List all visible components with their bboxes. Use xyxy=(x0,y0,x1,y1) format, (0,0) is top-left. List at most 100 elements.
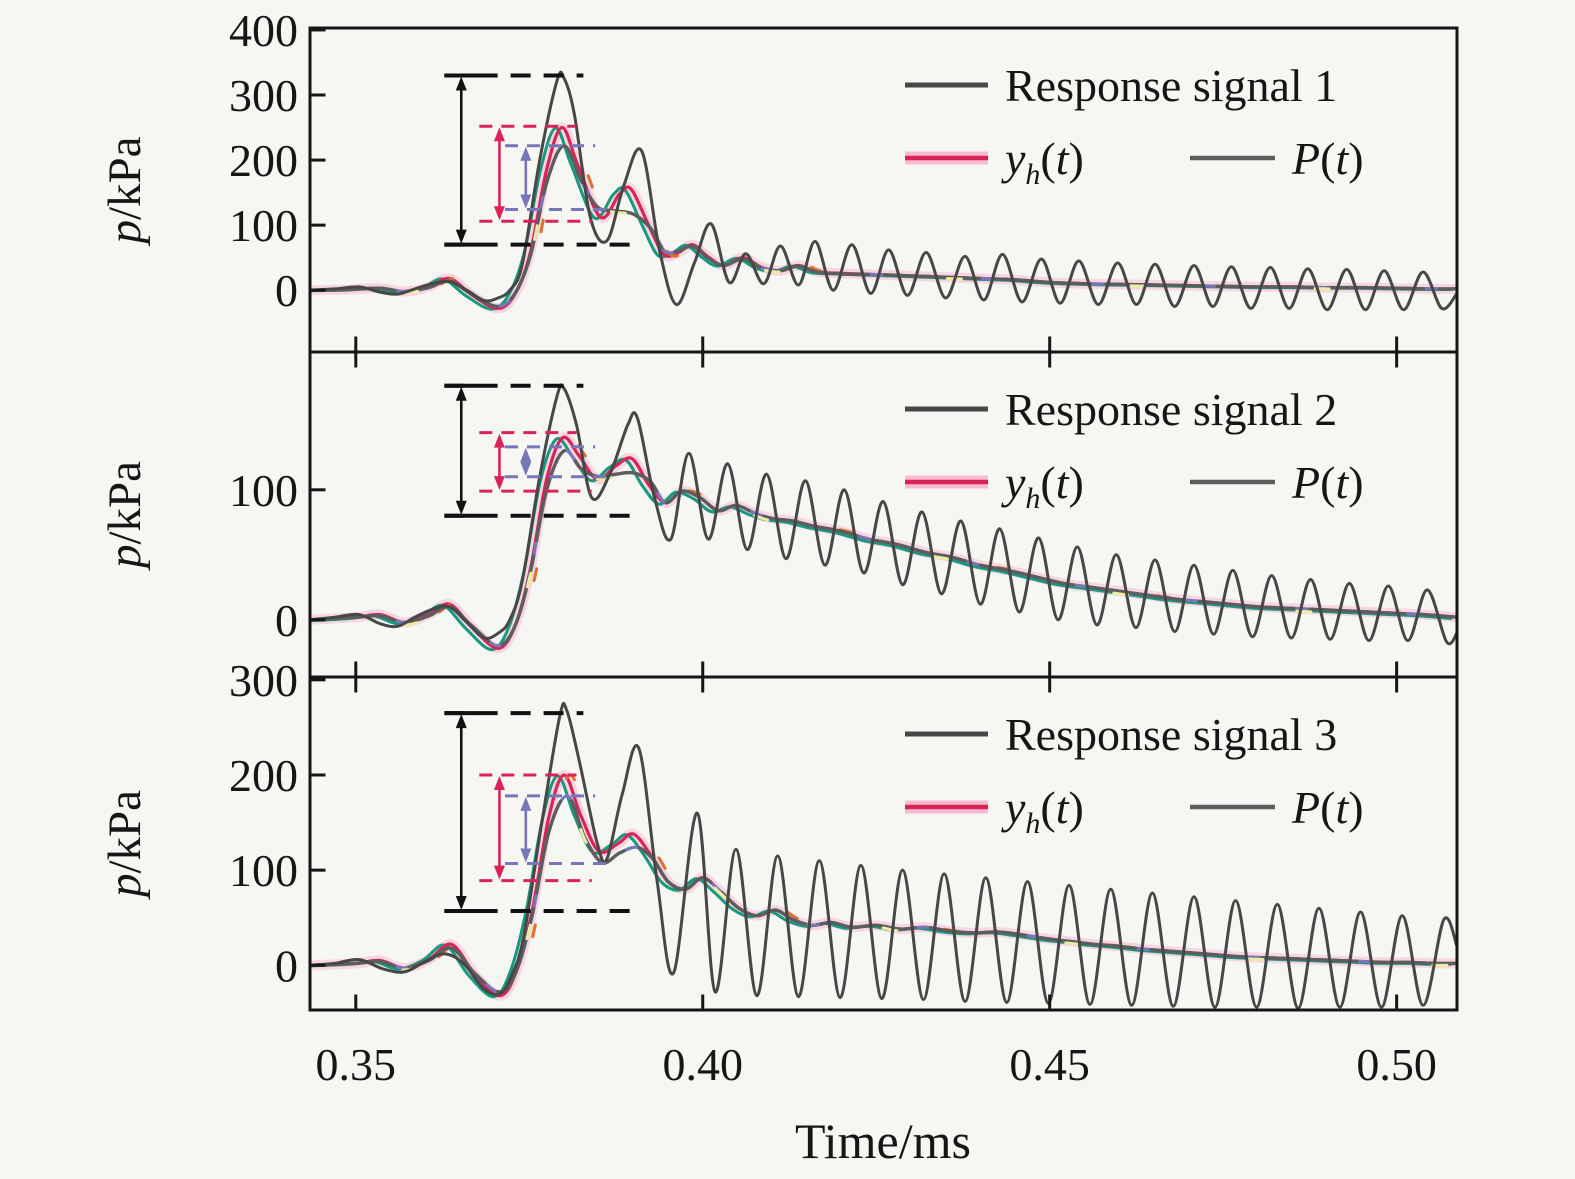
arrow-head-up xyxy=(520,796,532,811)
curves-group xyxy=(310,701,1457,1009)
y-tick-label: 400 xyxy=(229,5,298,56)
legend-response-label: Response signal 2 xyxy=(1005,384,1337,435)
y-axis-title: p/kPa xyxy=(99,790,151,900)
y-tick-label: 0 xyxy=(275,595,298,646)
y-axis-title: p/kPa xyxy=(99,461,151,571)
curves-group xyxy=(310,383,1457,654)
arrow-head-up xyxy=(520,146,532,161)
yh_amplitude-arrow xyxy=(493,127,505,221)
legend-p-label: P(t) xyxy=(1291,457,1364,508)
legend-response-label: Response signal 1 xyxy=(1005,60,1337,111)
arrow-head-up xyxy=(455,76,467,91)
arrow-head-up xyxy=(493,775,505,790)
p-base: P xyxy=(1291,457,1320,508)
arrow-head-up xyxy=(455,386,467,401)
p-base: P xyxy=(1291,133,1320,184)
response_amplitude-arrow xyxy=(455,714,467,911)
arrow-head-down xyxy=(493,865,505,880)
p-paren-open: ( xyxy=(1320,457,1335,508)
arrow-head-up xyxy=(493,127,505,142)
legend: Response signal 2yh(t) P(t) xyxy=(905,384,1364,515)
yh-paren-open: ( xyxy=(1040,457,1055,508)
y-tick-label: 100 xyxy=(229,200,298,251)
yh-paren-close: ) xyxy=(1069,457,1084,508)
y-tick-label: 0 xyxy=(275,940,298,991)
yh-sub: h xyxy=(1025,807,1040,840)
y-tick-label: 100 xyxy=(229,845,298,896)
yh-paren-open: ( xyxy=(1040,782,1055,833)
echo-yellow-curve xyxy=(310,796,1457,996)
yh-base: y xyxy=(1001,133,1026,184)
curves-group xyxy=(310,70,1457,314)
echo-teal-curve xyxy=(310,436,1453,652)
legend-p-label: P(t) xyxy=(1291,782,1364,833)
y-tick-label: 200 xyxy=(229,750,298,801)
y-axis-title-symbol: p xyxy=(99,874,151,901)
yh-arg: t xyxy=(1056,133,1070,184)
yh-halo xyxy=(310,770,1457,1001)
panel-border xyxy=(308,675,1459,1012)
yh-paren-close: ) xyxy=(1069,133,1084,184)
yh_amplitude-arrow xyxy=(493,433,505,491)
arrow-head-down xyxy=(455,229,467,244)
p-paren-open: ( xyxy=(1320,782,1335,833)
p_amplitude-arrow xyxy=(520,447,532,476)
p_amplitude-arrow xyxy=(520,146,532,209)
response_amplitude-arrow xyxy=(455,386,467,515)
arrow-head-up xyxy=(493,433,505,448)
legend: Response signal 3yh(t) P(t) xyxy=(905,709,1364,840)
legend-p-label: P(t) xyxy=(1291,133,1364,184)
p-arg: t xyxy=(1335,457,1349,508)
echo-orange-curve xyxy=(314,773,1457,998)
y-tick-label: 300 xyxy=(229,70,298,121)
y-tick-label: 0 xyxy=(275,265,298,316)
yh_amplitude-arrow xyxy=(493,775,505,880)
arrow-head-down xyxy=(520,461,532,476)
x-tick-label: 0.40 xyxy=(662,1039,743,1090)
legend: Response signal 1yh(t) P(t) xyxy=(905,60,1364,191)
yh-arg: t xyxy=(1056,782,1070,833)
x-tick-label: 0.35 xyxy=(316,1039,397,1090)
y-axis-title-unit: /kPa xyxy=(99,790,151,874)
arrow-head-down xyxy=(493,476,505,491)
p-arg: t xyxy=(1335,782,1349,833)
yh-sub: h xyxy=(1025,158,1040,191)
bundle-gray-curve xyxy=(310,448,1457,648)
p-paren-close: ) xyxy=(1348,782,1363,833)
response-curve xyxy=(310,701,1457,1009)
yh-base: y xyxy=(1001,782,1026,833)
y-axis-title-symbol: p xyxy=(99,545,151,572)
arrow-head-down xyxy=(493,206,505,221)
arrow-head-up xyxy=(455,714,467,729)
arrow-head-down xyxy=(455,896,467,911)
legend-yh-label: yh(t) xyxy=(1001,457,1084,515)
p-base: P xyxy=(1291,782,1320,833)
p-paren-open: ( xyxy=(1320,133,1335,184)
y-tick-label: 100 xyxy=(229,465,298,516)
y-tick-label: 200 xyxy=(229,135,298,186)
p-paren-close: ) xyxy=(1348,457,1363,508)
x-axis-title: Time/ms xyxy=(795,1113,971,1169)
x-tick-label: 0.50 xyxy=(1356,1039,1437,1090)
y-axis-title: p/kPa xyxy=(99,136,151,246)
yh-paren-open: ( xyxy=(1040,133,1055,184)
arrow-head-down xyxy=(455,500,467,515)
y-axis-title-symbol: p xyxy=(99,220,151,247)
arrow-head-down xyxy=(520,848,532,863)
p_amplitude-arrow xyxy=(520,796,532,863)
x-tick-label: 0.45 xyxy=(1009,1039,1090,1090)
yh-sub: h xyxy=(1025,482,1040,515)
yh-paren-close: ) xyxy=(1069,782,1084,833)
y-axis-title-unit: /kPa xyxy=(99,136,151,220)
response-curve xyxy=(310,70,1457,312)
arrow-head-up xyxy=(520,447,532,462)
y-tick-label: 300 xyxy=(229,655,298,706)
yh-base: y xyxy=(1001,457,1026,508)
yh-curve xyxy=(310,125,1457,310)
p-paren-close: ) xyxy=(1348,133,1363,184)
y-axis-title-unit: /kPa xyxy=(99,461,151,545)
